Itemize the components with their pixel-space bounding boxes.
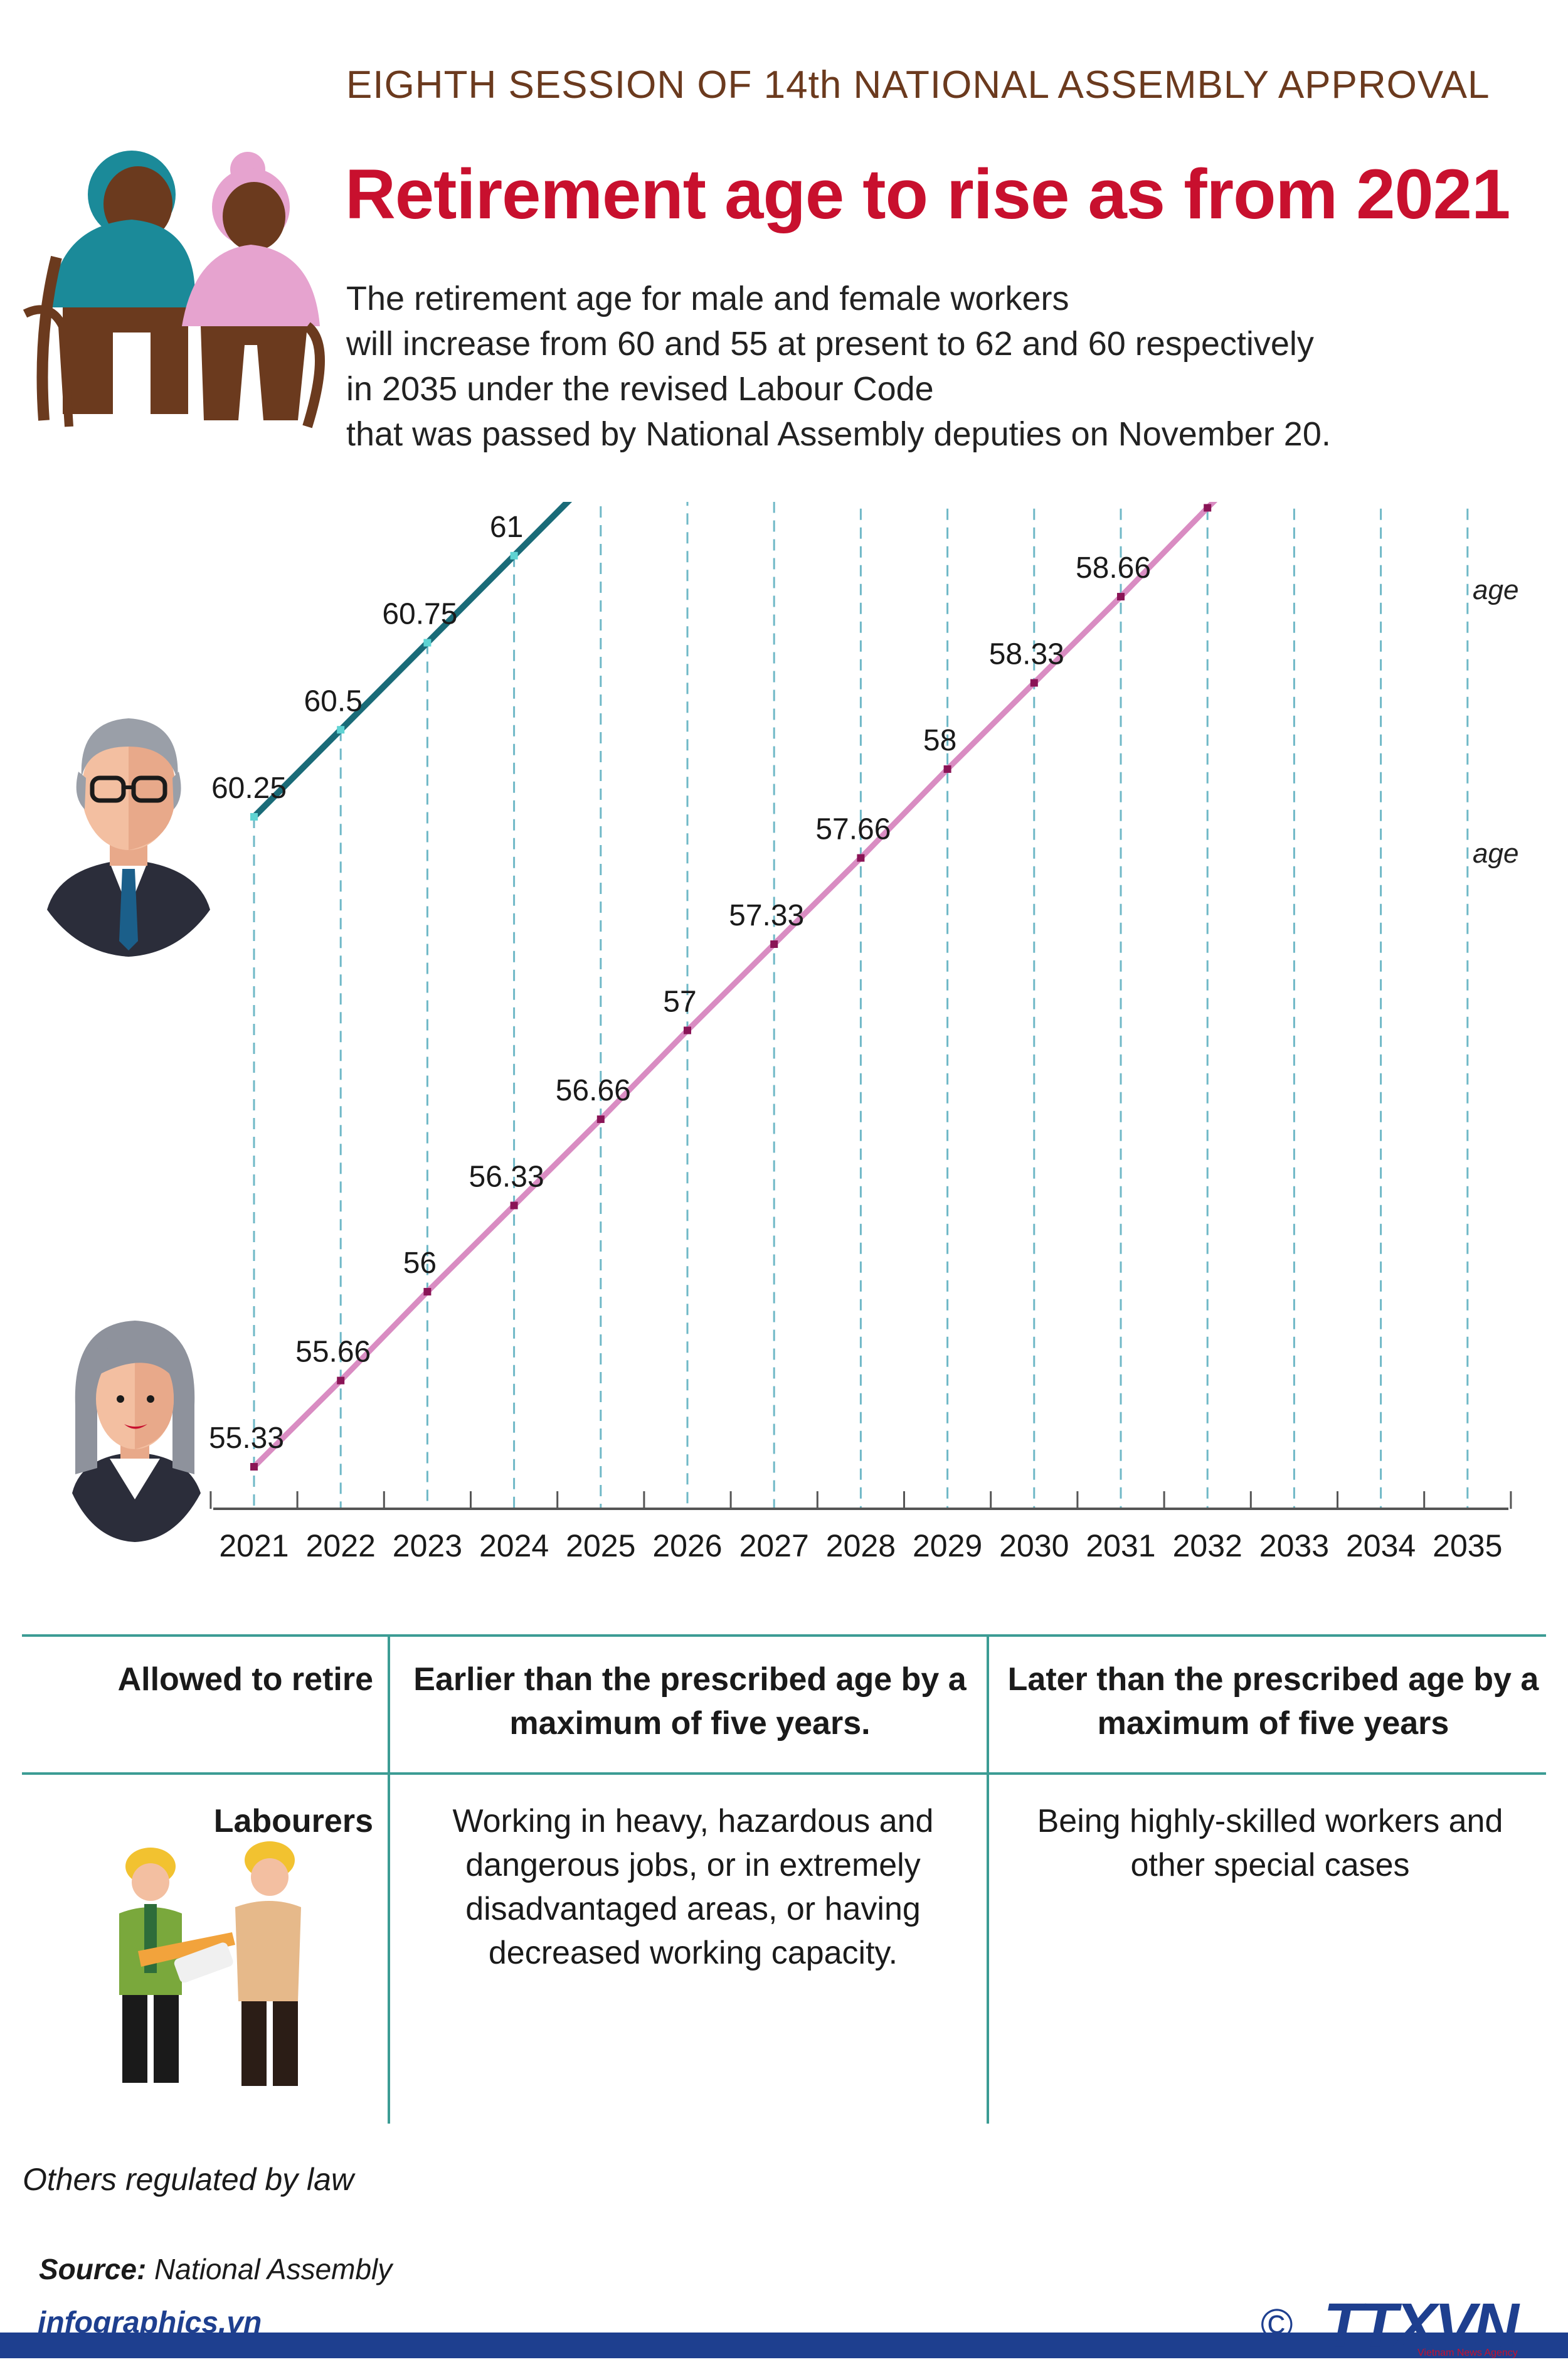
- table-early-text: Working in heavy, hazardous and dangerou…: [452, 1803, 934, 1971]
- intro-text: The retirement age for male and female w…: [346, 276, 1538, 457]
- data-point: [857, 854, 865, 862]
- data-point: [337, 1376, 345, 1385]
- intro-line: that was passed by National Assembly dep…: [346, 415, 1331, 453]
- x-axis: [209, 1491, 1512, 1510]
- page-title: Retirement age to rise as from 2021: [345, 155, 1510, 233]
- x-tick-label: 2023: [393, 1528, 462, 1563]
- x-tick-label: 2027: [739, 1528, 809, 1563]
- data-label: 61: [490, 511, 523, 544]
- x-tick-label: 2029: [913, 1528, 982, 1563]
- data-point: [1030, 679, 1038, 687]
- table-divider: [987, 1634, 989, 2124]
- table-mid-rule: [22, 1772, 1546, 1775]
- data-point: [1117, 593, 1125, 601]
- data-point: [684, 1026, 691, 1035]
- intro-line: will increase from 60 and 55 at present …: [346, 325, 1314, 363]
- intro-line: The retirement age for male and female w…: [346, 280, 1069, 317]
- table-top-rule: [22, 1634, 1546, 1637]
- x-tick-label: 2026: [652, 1528, 722, 1563]
- x-tick-label: 2021: [219, 1528, 289, 1563]
- data-label: 56.33: [469, 1161, 544, 1194]
- data-label: 56: [403, 1247, 437, 1280]
- table-late-text: Being highly-skilled workers and other s…: [1037, 1803, 1503, 1883]
- female-worker-icon: [72, 1321, 201, 1542]
- data-point: [1204, 504, 1212, 512]
- year-gridlines: [253, 502, 1469, 1509]
- table-col-late: Later than the prescribed age by a maxim…: [1007, 1661, 1539, 1742]
- x-tick-label: 2032: [1173, 1528, 1242, 1563]
- data-label: 60.25: [211, 772, 287, 805]
- series-line-0: [252, 502, 573, 819]
- data-label: 58.33: [989, 638, 1064, 671]
- data-point: [337, 726, 345, 734]
- data-label: 56.66: [556, 1074, 631, 1107]
- site-link[interactable]: infographics.vn: [38, 2306, 262, 2339]
- x-tick-label: 2033: [1259, 1528, 1329, 1563]
- data-labels: 60.2560.560.756161.2561.561.756262626262…: [209, 511, 1151, 1455]
- copyright-icon: ©: [1261, 2300, 1293, 2349]
- series-unit-label: age: [1473, 575, 1518, 605]
- data-point: [250, 1463, 258, 1471]
- x-tick-labels: 2021 2022 2023 2024 2025 2026 2027 2028 2029 2030…: [219, 1528, 1502, 1563]
- data-label: 60.5: [304, 684, 362, 718]
- x-tick-label: 2035: [1433, 1528, 1502, 1563]
- data-point: [423, 1287, 432, 1295]
- table-col-early: Earlier than the prescribed age by a max…: [413, 1661, 967, 1742]
- labourers-icon: [119, 1841, 301, 2086]
- data-point: [943, 765, 951, 773]
- x-tick-label: 2034: [1346, 1528, 1416, 1563]
- x-tick-label: 2028: [826, 1528, 896, 1563]
- table-divider: [388, 1634, 390, 2124]
- series-lines: [250, 502, 1218, 1471]
- data-label: 57: [663, 985, 696, 1018]
- data-label: 57.33: [729, 899, 804, 932]
- logo-subtitle: Vietnam News Agency: [1417, 2348, 1518, 2358]
- source-label: Source:: [39, 2253, 147, 2285]
- data-point: [770, 940, 778, 948]
- data-point: [250, 813, 258, 821]
- x-tick-label: 2024: [479, 1528, 549, 1563]
- data-label: 60.75: [382, 598, 457, 631]
- data-label: 58: [923, 724, 956, 757]
- x-tick-label: 2030: [999, 1528, 1069, 1563]
- elderly-couple-icon: [23, 151, 325, 428]
- intro-line: in 2035 under the revised Labour Code: [346, 370, 934, 408]
- data-label: 55.33: [209, 1422, 284, 1455]
- ttxvn-logo: TTXVN: [1323, 2290, 1519, 2361]
- data-label: 58.66: [1076, 551, 1151, 585]
- retirement-age-chart: 60.2560.560.756161.2561.561.756262626262…: [209, 502, 1518, 1563]
- x-tick-label: 2031: [1086, 1528, 1155, 1563]
- data-point: [510, 1201, 518, 1210]
- x-tick-label: 2025: [566, 1528, 635, 1563]
- source-value: National Assembly: [154, 2253, 393, 2285]
- source: Source: National Assembly: [39, 2252, 392, 2286]
- bottom-bar: [0, 2333, 1568, 2358]
- table-row-header: Allowed to retire: [117, 1661, 373, 1698]
- data-point: [423, 639, 432, 647]
- data-point: [510, 551, 518, 560]
- data-point: [596, 1115, 605, 1124]
- series-unit-label: age: [1473, 838, 1518, 869]
- x-tick-label: 2022: [306, 1528, 376, 1563]
- data-label: 55.66: [295, 1336, 371, 1369]
- male-worker-icon: [41, 718, 216, 957]
- footnote: Others regulated by law: [23, 2162, 354, 2197]
- data-label: 57.66: [815, 813, 891, 846]
- table-row-label: Labourers: [213, 1803, 373, 1839]
- supertitle: EIGHTH SESSION OF 14th NATIONAL ASSEMBLY…: [346, 63, 1490, 107]
